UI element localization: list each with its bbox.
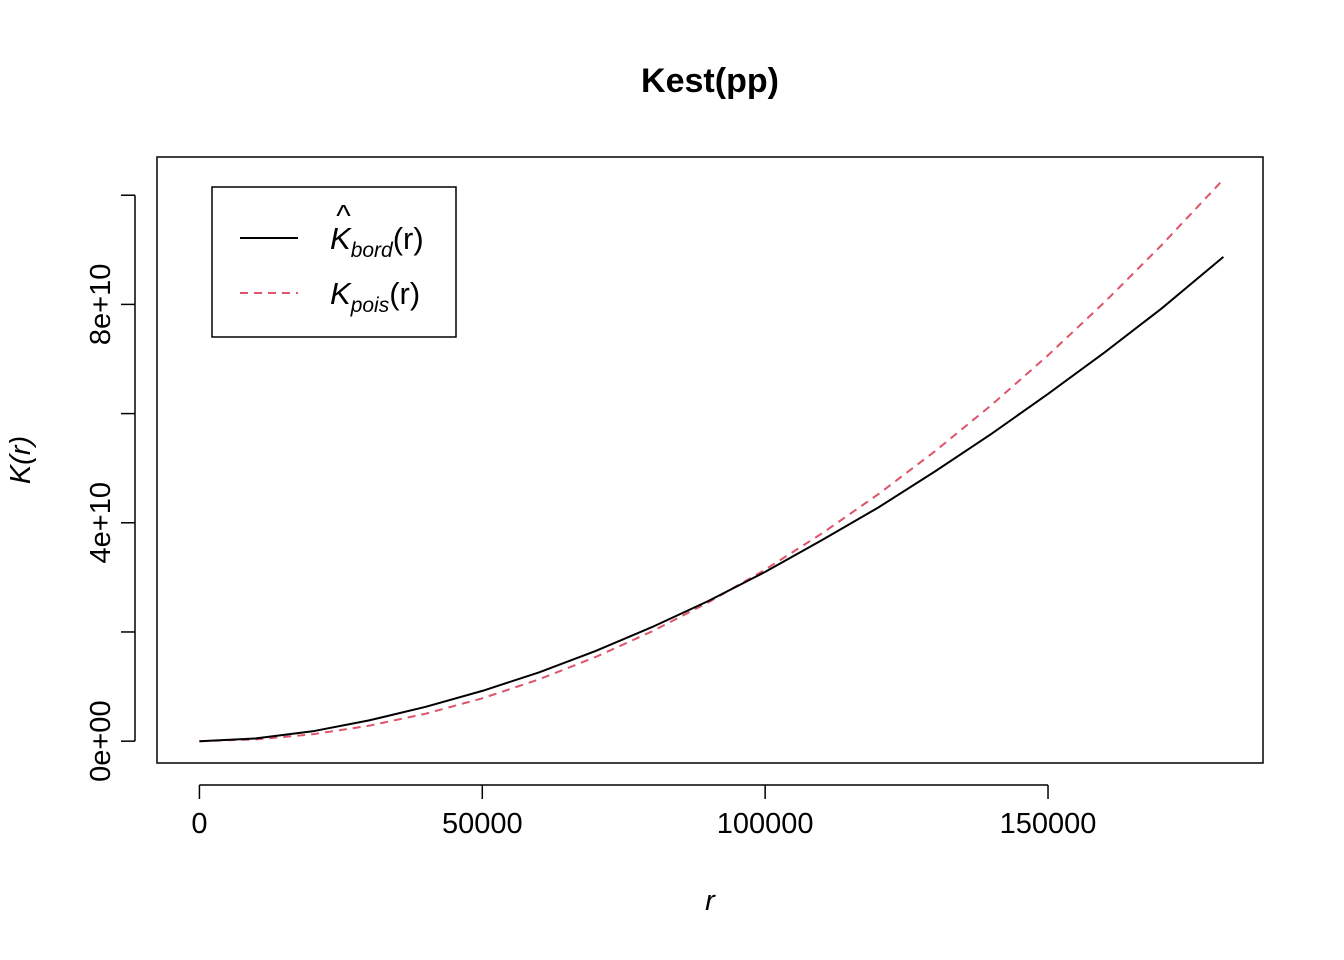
y-tick-label: 8e+10 (85, 264, 117, 345)
plot-frame (156, 156, 1264, 764)
x-axis: 0 50000 100000 150000 (191, 784, 1097, 840)
y-axis: 0e+00 4e+10 8e+10 (85, 194, 136, 782)
x-axis-label: r (705, 885, 716, 917)
chart-title: Kest(pp) (641, 62, 779, 100)
y-tick-label: 0e+00 (85, 700, 117, 781)
plot-area (199, 178, 1225, 743)
series-line-pois (199, 178, 1225, 743)
legend-label-pois: Kpois(r) (330, 276, 420, 317)
legend-label-bord: Kbord(r) (330, 221, 424, 262)
x-tick-label: 0 (191, 808, 207, 840)
x-tick-label: 100000 (717, 808, 814, 840)
y-tick-label: 4e+10 (85, 482, 117, 563)
legend-box (211, 186, 457, 338)
y-axis-label: K(r) (5, 436, 37, 484)
legend-hat-bord: ^ (336, 198, 351, 233)
x-tick-label: 50000 (442, 808, 523, 840)
series-line-bord (199, 256, 1225, 743)
legend: Kbord(r)^ Kpois(r) (211, 186, 457, 338)
x-tick-label: 150000 (1000, 808, 1097, 840)
